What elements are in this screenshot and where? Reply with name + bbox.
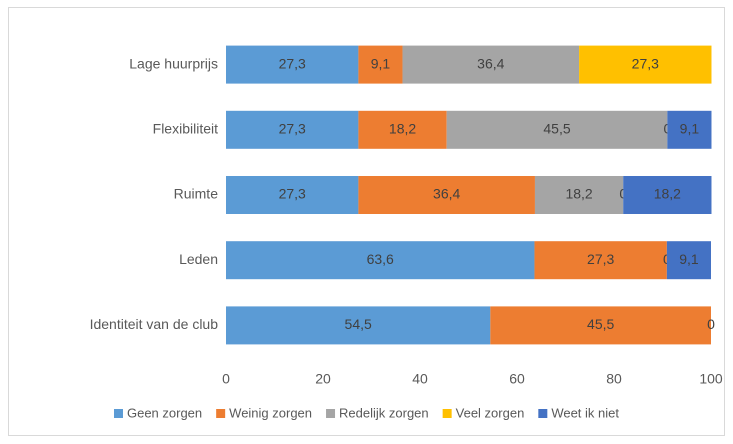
data-label: 27,3 [279,186,306,202]
data-label: 9,1 [680,121,700,137]
bar-segment [226,45,359,84]
x-tick-label: 20 [315,371,331,387]
x-tick-label: 80 [606,371,622,387]
legend-swatch [216,409,226,418]
bar-segment [226,241,535,280]
bar-segment [358,176,535,214]
x-tick-label: 100 [699,371,723,387]
legend-swatch [442,409,452,418]
data-label: 45,5 [543,121,570,137]
x-tick-label: 0 [222,371,230,387]
legend-label: Geen zorgen [127,405,202,420]
data-label: 27,3 [632,55,659,71]
bar-segment [358,45,403,84]
data-label: 36,4 [433,186,460,202]
legend-label: Veel zorgen [456,405,525,420]
y-tick-label: Lage huurprijs [129,55,218,71]
bar-segment [402,45,580,84]
data-label: 45,5 [587,316,614,332]
y-tick-label: Leden [179,251,218,267]
bar-segment [226,110,359,149]
y-tick-label: Identiteit van de club [90,316,219,332]
x-tick-label: 40 [412,371,428,387]
bar-segment [667,110,712,149]
legend-swatch [538,409,548,418]
data-label: 0 [707,316,715,332]
data-label: 18,2 [654,186,681,202]
bar-segment [623,176,712,214]
data-label: 9,1 [371,55,391,71]
bar-segment [534,176,624,214]
legend-label: Redelijk zorgen [339,405,429,420]
bar-segment [490,306,711,345]
data-label: 63,6 [367,251,394,267]
data-label: 36,4 [477,55,504,71]
bar-segment [226,176,359,214]
bar-segment [534,241,667,280]
data-label: 27,3 [279,121,306,137]
legend-swatch [326,409,336,418]
bar-segment [666,241,711,280]
y-tick-label: Ruimte [174,186,219,202]
data-label: 27,3 [587,251,614,267]
data-label: 18,2 [389,121,416,137]
bar-segment [358,110,447,149]
bar-segment [226,306,491,345]
data-label: 18,2 [565,186,592,202]
data-label: 27,3 [279,55,306,71]
x-tick-label: 60 [509,371,525,387]
legend-label: Weet ik niet [551,405,619,420]
legend-swatch [113,409,123,418]
legend-label: Weinig zorgen [229,405,312,420]
y-tick-label: Flexibiliteit [153,121,218,137]
bar-segment [446,110,668,149]
data-label: 9,1 [679,251,699,267]
bar-segment [579,45,712,84]
data-label: 54,5 [345,316,372,332]
